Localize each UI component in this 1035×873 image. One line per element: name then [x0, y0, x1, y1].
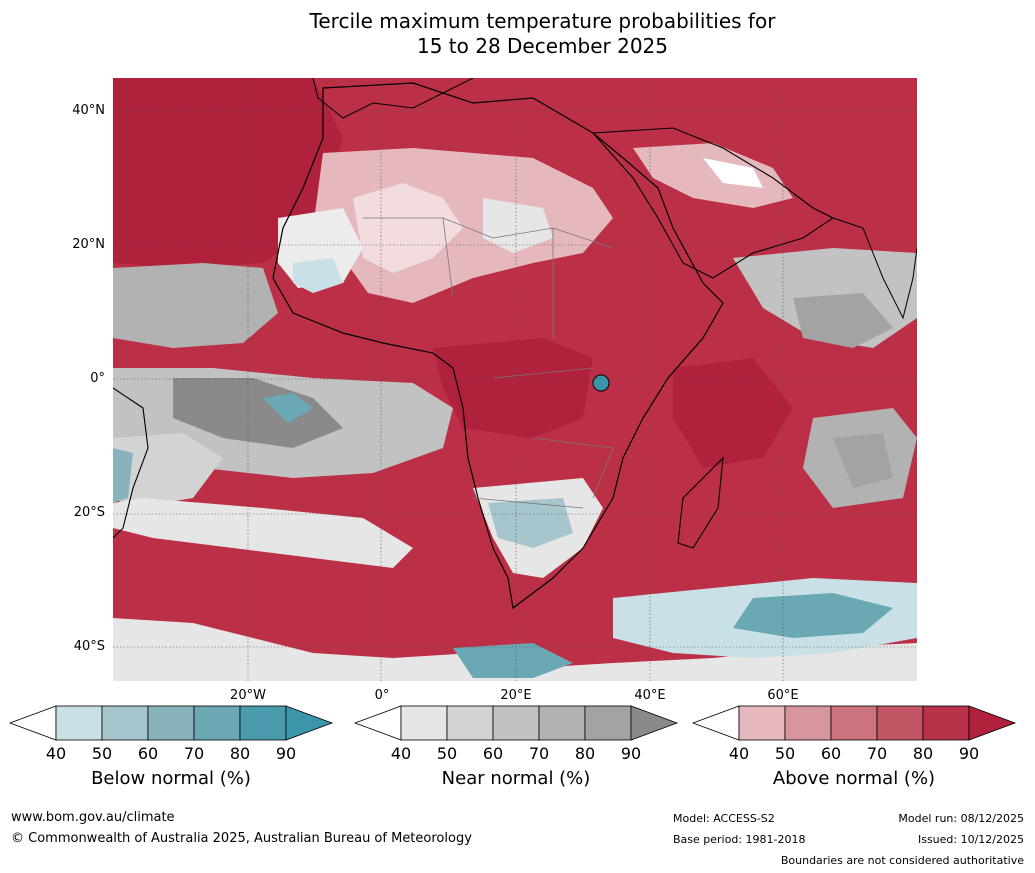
lat-label-20s: 20°S — [73, 505, 105, 520]
footer-copyright: © Commonwealth of Australia 2025, Austra… — [11, 831, 472, 846]
footer-model-run: Model run: 08/12/2025 — [898, 812, 1024, 825]
colorbar-segment — [239, 705, 287, 741]
colorbar-tick-label: 80 — [229, 744, 251, 763]
colorbar-segment — [55, 705, 103, 741]
footer-website: www.bom.gov.au/climate — [11, 810, 175, 825]
colorbar-tick-label: 50 — [436, 744, 458, 763]
footer-issued: Issued: 10/12/2025 — [917, 833, 1024, 846]
colorbar-tick-label: 70 — [866, 744, 888, 763]
lon-label-20e: 20°E — [500, 688, 532, 703]
colorbar-tick-label: 80 — [574, 744, 596, 763]
colorbar-segment — [147, 705, 195, 741]
colorbar-label-near: Near normal (%) — [441, 768, 591, 789]
lon-label-60e: 60°E — [767, 688, 799, 703]
colorbar-segment — [784, 705, 832, 741]
chart-title-line-2: 15 to 28 December 2025 — [416, 34, 668, 58]
colorbar-tick-label: 60 — [820, 744, 842, 763]
colorbar-near-normal — [353, 705, 679, 741]
colorbar-tick-label: 90 — [275, 744, 297, 763]
colorbar-segment — [922, 705, 970, 741]
chart-title-line-1: Tercile maximum temperature probabilitie… — [309, 9, 776, 33]
colorbar-segment — [492, 705, 540, 741]
colorbar-segment — [830, 705, 878, 741]
colorbar-min-extension — [8, 705, 57, 741]
footer-model: Model: ACCESS-S2 — [673, 812, 775, 825]
colorbar-label-above: Above normal (%) — [772, 768, 936, 789]
colorbar-min-extension — [353, 705, 402, 741]
colorbar-tick-label: 80 — [912, 744, 934, 763]
colorbar-segment — [400, 705, 448, 741]
colorbar-label-below: Below normal (%) — [91, 768, 251, 789]
colorbar-tick-label: 40 — [728, 744, 750, 763]
colorbar-max-extension — [285, 705, 334, 741]
lon-label-40e: 40°E — [634, 688, 666, 703]
colorbar-tick-label: 90 — [958, 744, 980, 763]
lon-label-0: 0° — [374, 688, 390, 703]
lat-label-40n: 40°N — [72, 103, 105, 118]
colorbar-max-extension — [968, 705, 1017, 741]
colorbar-tick-label: 50 — [774, 744, 796, 763]
colorbar-tick-label: 70 — [528, 744, 550, 763]
colorbar-tick-label: 60 — [137, 744, 159, 763]
colorbar-tick-label: 40 — [390, 744, 412, 763]
colorbar-tick-label: 70 — [183, 744, 205, 763]
colorbar-tick-label: 60 — [482, 744, 504, 763]
colorbar-segment — [584, 705, 632, 741]
colorbar-min-extension — [691, 705, 740, 741]
colorbar-tick-label: 50 — [91, 744, 113, 763]
colorbar-tick-label: 90 — [620, 744, 642, 763]
probability-map — [113, 78, 917, 681]
footer-disclaimer: Boundaries are not considered authoritat… — [780, 854, 1024, 867]
colorbar-max-extension — [630, 705, 679, 741]
lon-label-20w: 20°W — [230, 688, 266, 703]
colorbar-segment — [876, 705, 924, 741]
colorbar-tick-label: 40 — [45, 744, 67, 763]
colorbar-segment — [738, 705, 786, 741]
colorbar-segment — [193, 705, 241, 741]
colorbar-segment — [538, 705, 586, 741]
footer-base-period: Base period: 1981-2018 — [673, 833, 806, 846]
colorbar-segment — [446, 705, 494, 741]
lat-label-20n: 20°N — [72, 237, 105, 252]
colorbar-above-normal — [691, 705, 1017, 741]
lat-label-40s: 40°S — [73, 639, 105, 654]
lat-label-equator: 0° — [90, 371, 105, 386]
colorbar-below-normal — [8, 705, 334, 741]
colorbar-segment — [101, 705, 149, 741]
